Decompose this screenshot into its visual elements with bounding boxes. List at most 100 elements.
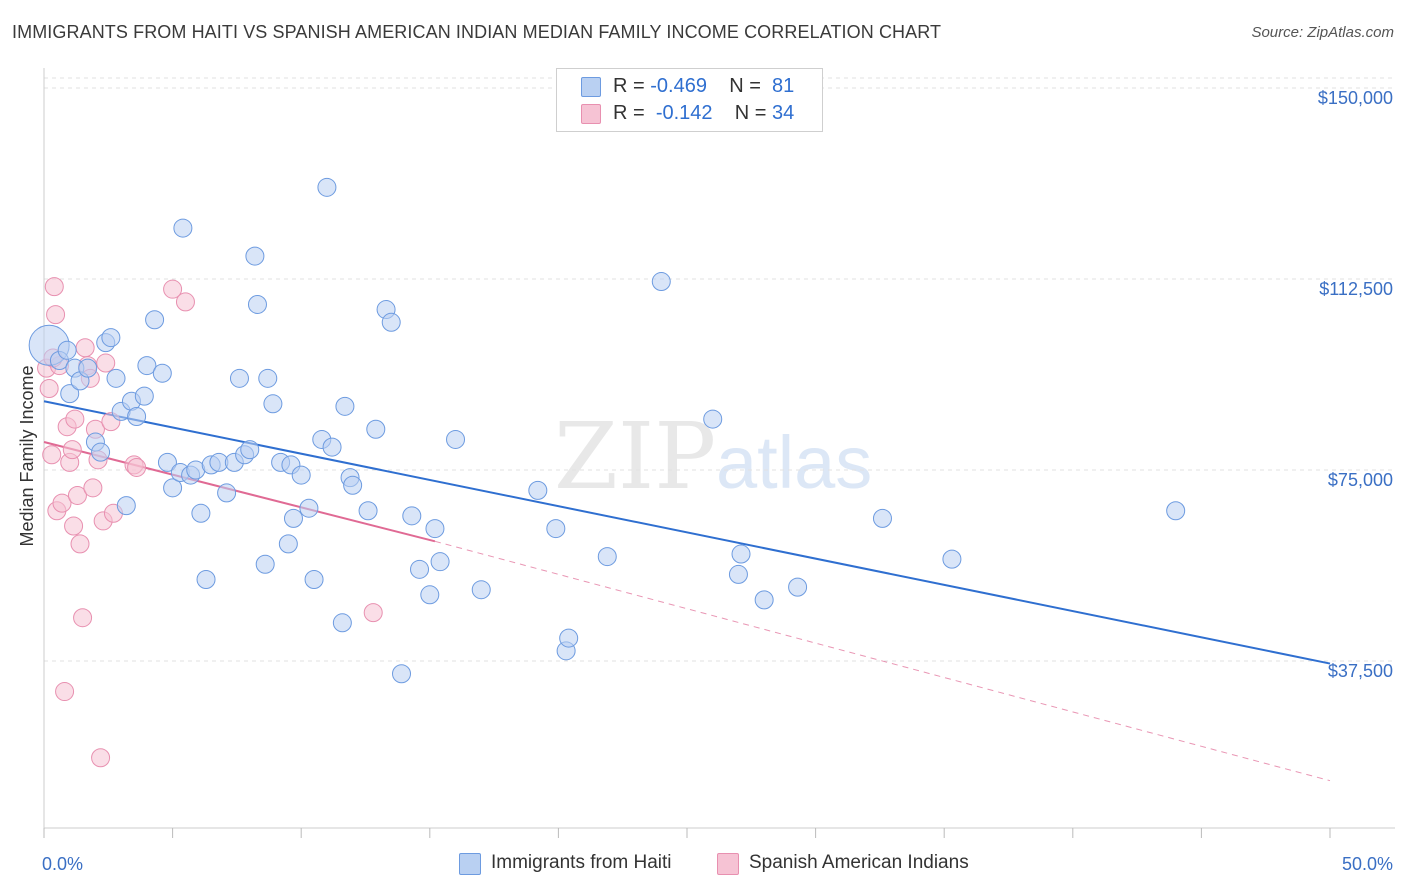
point-immigrants-from-haiti: [446, 429, 466, 449]
point-spanish-american-indians: [73, 608, 93, 628]
axes: [43, 68, 1395, 838]
n-label: N =: [729, 75, 767, 97]
point-immigrants-from-haiti: [317, 177, 337, 197]
n-label: N =: [734, 102, 773, 124]
point-immigrants-from-haiti: [263, 394, 283, 414]
point-immigrants-from-haiti: [304, 570, 324, 590]
point-immigrants-from-haiti: [101, 328, 121, 348]
watermark: ZIP atlas: [554, 403, 872, 510]
point-immigrants-from-haiti: [392, 664, 412, 684]
point-immigrants-from-haiti: [106, 368, 126, 388]
point-immigrants-from-haiti: [137, 356, 157, 376]
point-immigrants-from-haiti: [196, 570, 216, 590]
r-label: R =: [613, 102, 651, 124]
point-immigrants-from-haiti: [420, 585, 440, 605]
point-immigrants-from-haiti: [942, 549, 962, 569]
point-immigrants-from-haiti: [425, 519, 445, 539]
data-points: [28, 177, 1186, 768]
series-label: Immigrants from Haiti: [491, 852, 672, 873]
point-immigrants-from-haiti: [255, 554, 275, 574]
series-label: Spanish American Indians: [749, 852, 969, 873]
legend-swatch-pink: [717, 853, 739, 875]
point-immigrants-from-haiti: [335, 396, 355, 416]
point-immigrants-from-haiti: [217, 483, 237, 503]
point-immigrants-from-haiti: [528, 480, 548, 500]
point-immigrants-from-haiti: [152, 363, 172, 383]
point-spanish-american-indians: [127, 457, 147, 477]
source-note: Source: ZipAtlas.com: [1251, 24, 1394, 41]
point-spanish-american-indians: [52, 493, 72, 513]
point-immigrants-from-haiti: [358, 501, 378, 521]
watermark-atlas: atlas: [716, 421, 872, 504]
point-spanish-american-indians: [55, 682, 75, 702]
point-immigrants-from-haiti: [872, 508, 892, 528]
point-immigrants-from-haiti: [134, 386, 154, 406]
point-spanish-american-indians: [83, 478, 103, 498]
point-immigrants-from-haiti: [402, 506, 422, 526]
n-value: 81: [772, 75, 795, 97]
point-immigrants-from-haiti: [471, 580, 491, 600]
point-spanish-american-indians: [75, 338, 95, 358]
point-immigrants-from-haiti: [60, 384, 80, 404]
point-spanish-american-indians: [163, 279, 183, 299]
point-immigrants-from-haiti: [278, 534, 298, 554]
point-spanish-american-indians: [91, 748, 111, 768]
point-spanish-american-indians: [46, 305, 66, 325]
point-immigrants-from-haiti: [163, 478, 183, 498]
point-spanish-american-indians: [64, 516, 84, 536]
point-immigrants-from-haiti: [283, 508, 303, 528]
point-spanish-american-indians: [39, 379, 59, 399]
y-tick-label: $150,000: [1318, 88, 1393, 108]
x-tick-label: 0.0%: [42, 854, 83, 874]
point-immigrants-from-haiti: [381, 312, 401, 332]
point-immigrants-from-haiti: [157, 452, 177, 472]
point-immigrants-from-haiti: [332, 613, 352, 633]
legend-swatch-blue: [581, 77, 601, 97]
trendline-immigrants-from-haiti: [43, 400, 1331, 665]
point-immigrants-from-haiti: [597, 547, 617, 567]
y-axis-title: Median Family Income: [17, 365, 37, 546]
point-spanish-american-indians: [175, 292, 195, 312]
point-immigrants-from-haiti: [240, 440, 260, 460]
point-immigrants-from-haiti: [191, 503, 211, 523]
point-immigrants-from-haiti: [1166, 501, 1186, 521]
point-spanish-american-indians: [363, 603, 383, 623]
trendline-spanish-american-indians-extension: [434, 540, 1331, 782]
trendline-spanish-american-indians: [43, 441, 436, 543]
point-immigrants-from-haiti: [430, 552, 450, 572]
point-immigrants-from-haiti: [343, 475, 363, 495]
point-immigrants-from-haiti: [245, 246, 265, 266]
axis-labels: $37,500 $75,000 $112,500 $150,000 0.0% 50.0% M…: [17, 88, 1393, 874]
point-spanish-american-indians: [42, 445, 62, 465]
r-value: -0.469: [650, 75, 707, 97]
n-value: 34: [772, 102, 795, 124]
point-immigrants-from-haiti: [788, 577, 808, 597]
legend-text: R = -0.469 N = 81: [613, 75, 794, 98]
point-spanish-american-indians: [65, 409, 85, 429]
point-immigrants-from-haiti: [291, 465, 311, 485]
r-value: -0.142: [655, 102, 713, 124]
point-spanish-american-indians: [67, 485, 87, 505]
point-immigrants-from-haiti: [78, 358, 98, 378]
x-tick-label: 50.0%: [1342, 854, 1393, 874]
legend-swatch-blue: [459, 853, 481, 875]
point-immigrants-from-haiti: [57, 340, 77, 360]
point-immigrants-from-haiti: [703, 409, 723, 429]
point-immigrants-from-haiti: [247, 294, 267, 314]
point-immigrants-from-haiti: [116, 496, 136, 516]
point-spanish-american-indians: [62, 440, 82, 460]
correlation-legend: R = -0.469 N = 81 R = -0.142 N = 34: [556, 68, 823, 132]
point-spanish-american-indians: [44, 277, 64, 297]
point-immigrants-from-haiti: [754, 590, 774, 610]
point-immigrants-from-haiti: [299, 498, 319, 518]
y-tick-label: $37,500: [1328, 661, 1393, 681]
point-immigrants-from-haiti: [546, 519, 566, 539]
point-immigrants-from-haiti: [229, 368, 249, 388]
legend-text: R = -0.142 N = 34: [613, 102, 794, 125]
point-immigrants-from-haiti: [651, 272, 671, 292]
legend-swatch-pink: [581, 104, 601, 124]
point-immigrants-from-haiti: [728, 564, 748, 584]
point-immigrants-from-haiti: [322, 437, 342, 457]
point-immigrants-from-haiti: [731, 544, 751, 564]
point-immigrants-from-haiti: [91, 442, 111, 462]
